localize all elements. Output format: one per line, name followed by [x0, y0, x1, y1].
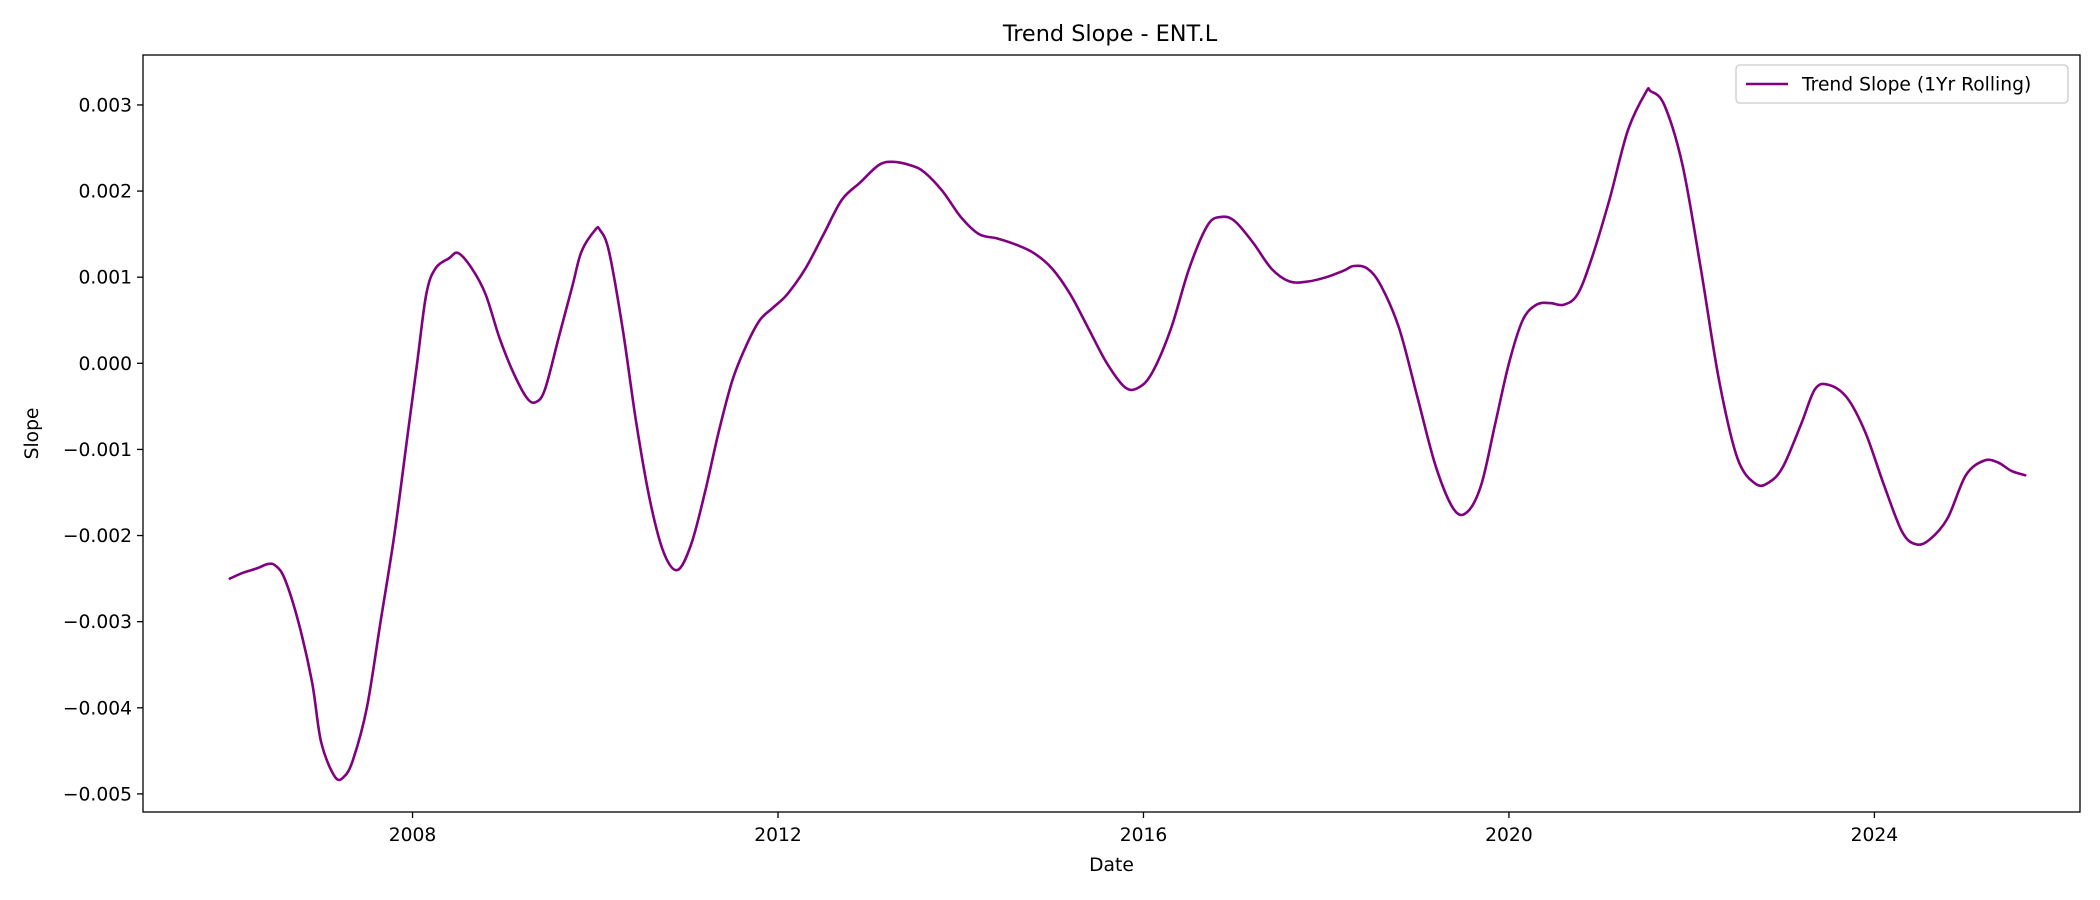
x-axis-title: Date	[1089, 855, 1134, 876]
series-line-trend-slope	[228, 86, 2027, 782]
x-tick-label: 2008	[389, 825, 437, 846]
x-axis: 2008 2012 2016 2020 2024	[389, 812, 1898, 846]
x-tick-label: 2016	[1120, 825, 1168, 846]
series-layer	[228, 86, 2027, 782]
y-tick-label: −0.005	[63, 784, 132, 805]
y-tick-label: −0.004	[63, 698, 132, 719]
y-tick-label: 0.003	[79, 95, 133, 116]
x-tick-label: 2024	[1851, 825, 1899, 846]
x-tick-label: 2020	[1485, 825, 1533, 846]
y-tick-label: −0.001	[63, 440, 132, 461]
y-tick-label: 0.002	[79, 182, 133, 203]
y-axis: 0.003 0.002 0.001 0.000 −0.001 −0.002 −0.003 −0…	[63, 95, 143, 805]
y-axis-title: Slope	[22, 408, 43, 460]
y-tick-label: 0.000	[79, 354, 133, 375]
legend-box	[1735, 64, 2069, 104]
chart-title: Trend Slope - ENT.L	[1002, 21, 1218, 47]
legend-label-trend-slope: Trend Slope (1Yr Rolling)	[1801, 75, 2031, 96]
legend: Trend Slope (1Yr Rolling)	[1735, 64, 2069, 104]
plot-area	[142, 54, 2081, 813]
x-tick-label: 2012	[754, 825, 802, 846]
y-tick-label: 0.001	[79, 268, 133, 289]
y-tick-label: −0.002	[63, 526, 132, 547]
y-tick-label: −0.003	[63, 612, 132, 633]
